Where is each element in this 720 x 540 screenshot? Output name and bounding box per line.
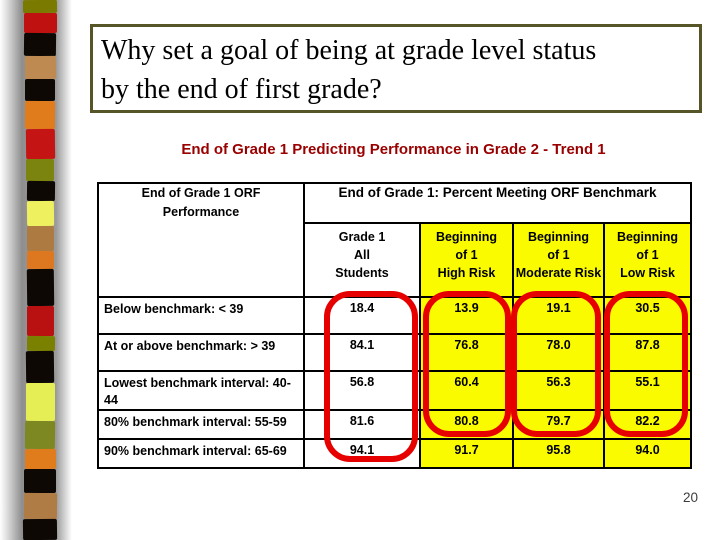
row-header-label: End of Grade 1 ORF Performance — [97, 182, 305, 298]
row-label: 80% benchmark interval: 55-59 — [97, 409, 305, 440]
value-cell: 76.8 — [419, 333, 514, 372]
decor-strip — [23, 0, 57, 540]
decor-block — [26, 159, 55, 181]
column-header-line: Beginning — [527, 230, 590, 244]
column-header-line: Students — [335, 266, 389, 280]
column-header-line: Beginning — [435, 230, 498, 244]
benchmark-table: End of Grade 1 ORF Performance End of Gr… — [97, 182, 692, 469]
value-cell: 55.1 — [603, 370, 692, 411]
decor-block — [26, 180, 55, 202]
decor-rail — [0, 0, 72, 540]
decor-block — [23, 13, 57, 33]
decor-block — [25, 383, 55, 421]
value-cell: 78.0 — [512, 333, 605, 372]
column-header-line: of 1 — [455, 248, 478, 262]
decor-block — [26, 350, 55, 384]
decor-block — [26, 250, 55, 270]
decor-block — [25, 420, 56, 450]
table-row: Lowest benchmark interval: 40-44 56.8 60… — [97, 370, 692, 411]
value-cell: 30.5 — [603, 296, 692, 335]
value-cell: 94.0 — [603, 438, 692, 469]
decor-block — [25, 100, 56, 130]
row-label: At or above benchmark: > 39 — [97, 333, 305, 372]
decor-block — [23, 518, 57, 540]
merged-header: End of Grade 1: Percent Meeting ORF Benc… — [303, 182, 692, 224]
column-header-grade1-all-students: Grade 1 All Students — [303, 222, 421, 298]
decor-block — [26, 226, 55, 251]
value-cell: 94.1 — [303, 438, 421, 469]
value-cell: 87.8 — [603, 333, 692, 372]
value-cell: 80.8 — [419, 409, 514, 440]
decor-block — [24, 55, 56, 80]
row-label: 90% benchmark interval: 65-69 — [97, 438, 305, 469]
slide-subtitle: End of Grade 1 Predicting Performance in… — [181, 141, 606, 158]
value-cell: 84.1 — [303, 333, 421, 372]
value-cell: 56.8 — [303, 370, 421, 411]
value-cell: 18.4 — [303, 296, 421, 335]
value-cell: 19.1 — [512, 296, 605, 335]
column-header-beginning-low-risk: Beginning of 1 Low Risk — [603, 222, 692, 298]
value-cell: 82.2 — [603, 409, 692, 440]
column-header-line: High Risk — [437, 266, 496, 280]
column-header-line: All — [354, 248, 370, 262]
table-row: At or above benchmark: > 39 84.1 76.8 78… — [97, 333, 692, 372]
decor-block — [24, 448, 56, 470]
value-cell: 60.4 — [419, 370, 514, 411]
value-cell: 13.9 — [419, 296, 514, 335]
title-box: Why set a goal of being at grade level s… — [90, 24, 702, 113]
row-label: Below benchmark: < 39 — [97, 296, 305, 335]
value-cell: 91.7 — [419, 438, 514, 469]
decor-block — [23, 0, 57, 14]
row-label: Lowest benchmark interval: 40-44 — [97, 370, 305, 411]
table-row: 80% benchmark interval: 55-59 81.6 80.8 … — [97, 409, 692, 440]
decor-block — [24, 469, 56, 493]
column-header-beginning-moderate-risk: Beginning of 1 Moderate Risk — [512, 222, 605, 298]
slide-title-line-1: Why set a goal of being at grade level s… — [101, 35, 597, 66]
value-cell: 95.8 — [512, 438, 605, 469]
decor-block — [26, 306, 55, 336]
column-header-line: Beginning — [616, 230, 679, 244]
column-header-beginning-high-risk: Beginning of 1 High Risk — [419, 222, 514, 298]
column-header-line: of 1 — [636, 248, 659, 262]
decor-block — [24, 79, 56, 101]
decor-block — [26, 335, 55, 352]
decor-block — [26, 200, 55, 227]
decor-block — [23, 492, 57, 520]
value-cell: 56.3 — [512, 370, 605, 411]
column-header-line: Low Risk — [620, 266, 675, 280]
column-header-line: Grade 1 — [338, 230, 386, 244]
decor-block — [26, 268, 55, 307]
slide-title-line-2: by the end of first grade? — [101, 74, 382, 105]
table-row: 90% benchmark interval: 65-69 94.1 91.7 … — [97, 438, 692, 469]
decor-block — [23, 32, 57, 57]
value-cell: 81.6 — [303, 409, 421, 440]
decor-block — [25, 128, 55, 160]
column-header-line: of 1 — [547, 248, 570, 262]
page-number: 20 — [682, 490, 698, 505]
value-cell: 79.7 — [512, 409, 605, 440]
table-row: Below benchmark: < 39 18.4 13.9 19.1 30.… — [97, 296, 692, 335]
column-header-line: Moderate Risk — [515, 266, 602, 280]
